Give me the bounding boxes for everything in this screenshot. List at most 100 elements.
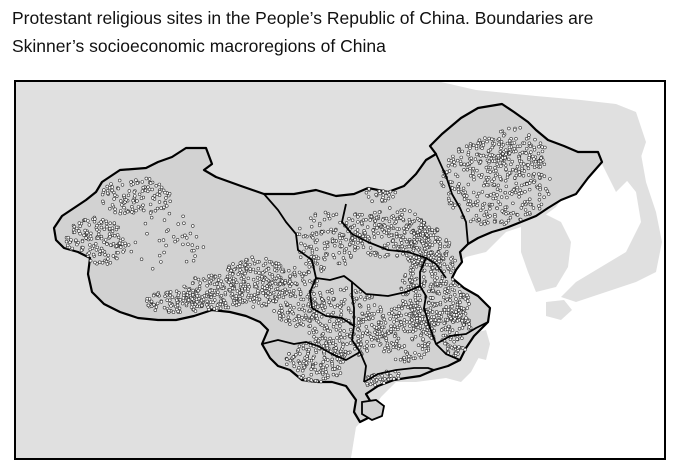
site-marker <box>123 211 127 215</box>
site-marker <box>395 318 399 322</box>
site-marker <box>313 259 318 263</box>
site-marker <box>466 162 470 166</box>
site-marker <box>356 327 360 332</box>
site-marker <box>399 287 404 291</box>
site-marker <box>392 324 397 328</box>
site-marker <box>357 339 361 343</box>
site-marker <box>149 181 153 185</box>
site-marker <box>331 297 336 301</box>
site-marker <box>320 315 324 319</box>
site-marker <box>103 253 107 257</box>
site-marker <box>153 209 158 213</box>
site-marker <box>371 316 375 320</box>
site-marker <box>331 253 335 257</box>
site-marker <box>142 208 146 213</box>
site-marker <box>387 312 391 316</box>
site-marker <box>436 240 440 244</box>
site-marker <box>447 198 451 203</box>
site-marker <box>89 237 94 241</box>
site-marker <box>248 298 252 302</box>
site-marker <box>385 253 389 257</box>
site-marker <box>493 173 498 178</box>
site-marker <box>453 293 457 297</box>
site-marker <box>184 259 189 264</box>
site-marker <box>164 196 168 200</box>
site-marker <box>147 177 152 181</box>
site-marker <box>309 378 313 382</box>
site-marker <box>264 294 268 298</box>
site-marker <box>510 159 514 164</box>
site-marker <box>216 285 220 289</box>
site-marker <box>174 289 179 293</box>
site-marker <box>402 318 407 322</box>
site-marker <box>386 377 391 382</box>
site-marker <box>433 230 437 235</box>
site-marker <box>148 211 153 215</box>
site-marker <box>435 282 440 286</box>
site-marker <box>242 275 246 279</box>
site-marker <box>482 213 486 217</box>
site-marker <box>389 233 393 238</box>
site-marker <box>489 193 493 197</box>
site-marker <box>422 275 426 279</box>
site-marker <box>314 336 318 341</box>
site-marker <box>399 313 403 318</box>
site-marker <box>427 289 431 294</box>
site-marker <box>430 228 434 232</box>
site-marker <box>413 304 418 308</box>
site-marker <box>508 138 512 143</box>
site-marker <box>285 357 289 361</box>
site-marker <box>284 319 288 323</box>
site-marker <box>280 306 284 310</box>
site-marker <box>343 298 347 302</box>
site-marker <box>460 149 464 154</box>
site-marker <box>485 193 489 198</box>
site-marker <box>499 140 504 144</box>
site-marker <box>396 336 401 341</box>
site-marker <box>356 343 360 347</box>
site-marker <box>515 164 520 169</box>
site-marker <box>105 184 109 189</box>
site-marker <box>318 363 323 367</box>
site-marker <box>333 349 338 353</box>
site-marker <box>357 213 362 217</box>
site-marker <box>131 182 136 186</box>
site-marker <box>449 257 453 261</box>
site-marker <box>410 279 414 284</box>
site-marker <box>99 236 104 241</box>
site-marker <box>113 193 117 197</box>
site-marker <box>342 258 347 263</box>
site-marker <box>388 206 392 210</box>
site-marker <box>346 306 351 310</box>
site-marker <box>300 274 305 279</box>
site-marker <box>380 374 384 378</box>
site-marker <box>518 188 522 192</box>
site-marker <box>344 247 348 251</box>
site-marker <box>119 245 123 249</box>
site-marker <box>158 190 162 194</box>
site-marker <box>394 231 399 236</box>
site-marker <box>452 160 456 164</box>
site-marker <box>252 300 256 304</box>
site-marker <box>334 346 338 350</box>
site-marker <box>416 343 421 347</box>
site-marker <box>525 146 529 151</box>
site-marker <box>299 376 303 380</box>
site-marker <box>101 218 105 222</box>
site-marker <box>525 199 530 204</box>
site-marker <box>367 313 372 317</box>
site-marker <box>361 245 366 249</box>
site-marker <box>531 154 535 159</box>
site-marker <box>215 303 220 307</box>
site-marker <box>87 223 92 227</box>
site-marker <box>144 176 149 181</box>
site-marker <box>496 200 501 204</box>
site-marker <box>243 263 248 267</box>
site-marker <box>93 217 97 221</box>
site-marker <box>235 289 240 293</box>
site-marker <box>456 187 460 192</box>
site-marker <box>434 236 438 240</box>
site-marker <box>321 376 325 381</box>
site-marker <box>331 372 336 377</box>
site-marker <box>287 352 291 356</box>
